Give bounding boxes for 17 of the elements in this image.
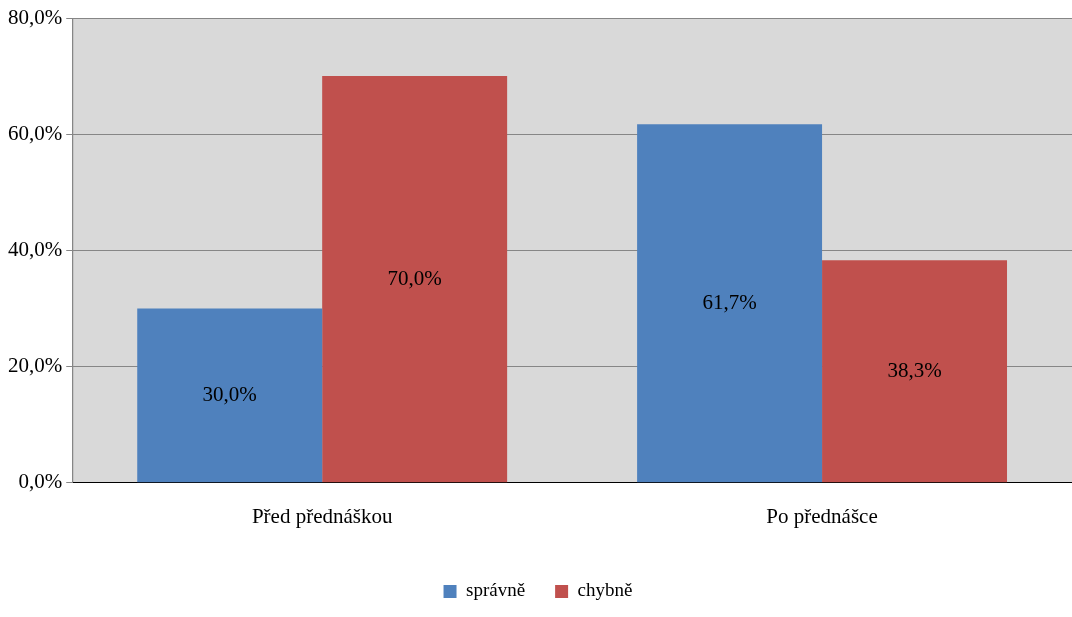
data-label: 30,0% bbox=[202, 381, 257, 406]
legend-label: chybně bbox=[577, 579, 633, 601]
y-tick-label: 80,0% bbox=[7, 4, 63, 29]
y-tick-label: 40,0% bbox=[7, 236, 63, 261]
y-tick-label: 60,0% bbox=[7, 120, 63, 145]
x-tick-label: Před přednáškou bbox=[251, 503, 393, 528]
bar bbox=[822, 260, 1008, 483]
y-tick-label: 0,0% bbox=[18, 469, 63, 494]
bar bbox=[322, 76, 508, 483]
x-tick-label: Po přednášce bbox=[766, 503, 878, 528]
legend-label: správně bbox=[466, 579, 526, 601]
bar bbox=[137, 308, 323, 483]
data-label: 38,3% bbox=[887, 357, 942, 382]
data-label: 70,0% bbox=[387, 265, 442, 290]
data-label: 61,7% bbox=[702, 289, 757, 314]
bar bbox=[637, 124, 823, 483]
y-tick-label: 20,0% bbox=[7, 353, 63, 378]
